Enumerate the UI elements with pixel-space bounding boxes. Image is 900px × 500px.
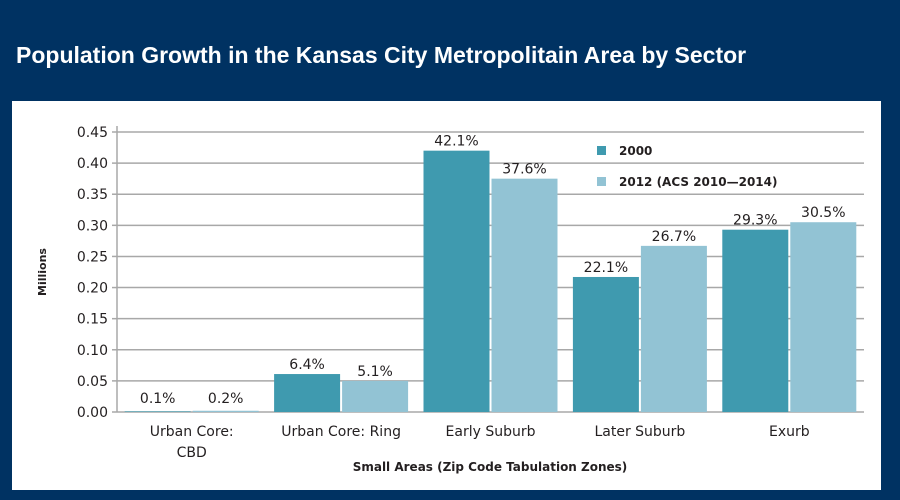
chart-title: Population Growth in the Kansas City Met… (16, 42, 747, 68)
bar (423, 150, 490, 412)
bar (640, 245, 707, 412)
legend-swatch (597, 146, 606, 155)
y-tick-label: 0.20 (77, 281, 108, 297)
bar (192, 410, 259, 412)
x-tick-label: Early Suburb (446, 424, 536, 440)
data-label: 29.3% (733, 213, 777, 229)
y-tick-label: 0.15 (77, 312, 108, 328)
bar (274, 374, 341, 412)
y-axis-label: Millions (36, 248, 49, 296)
y-tick-label: 0.40 (77, 156, 108, 172)
legend-swatch (597, 177, 606, 186)
x-tick-label: Urban Core: (150, 424, 234, 440)
bar (790, 222, 857, 412)
y-tick-label: 0.00 (77, 405, 108, 421)
data-label: 0.2% (208, 391, 244, 407)
x-tick-label: Exurb (769, 424, 810, 440)
y-tick-label: 0.10 (77, 343, 108, 359)
data-label: 22.1% (584, 260, 628, 276)
y-tick-label: 0.25 (77, 249, 108, 265)
y-tick-label: 0.30 (77, 218, 108, 234)
x-tick-label: CBD (177, 445, 207, 461)
data-label: 26.7% (652, 229, 696, 245)
bar (572, 276, 639, 412)
data-label: 37.6% (502, 162, 546, 178)
data-label: 5.1% (357, 364, 393, 380)
data-label: 6.4% (289, 357, 325, 373)
legend-label: 2000 (619, 144, 652, 158)
y-tick-label: 0.45 (77, 125, 108, 141)
bar (491, 178, 558, 412)
legend-label: 2012 (ACS 2010—2014) (619, 175, 777, 189)
x-tick-label: Later Suburb (594, 424, 685, 440)
bar (722, 229, 789, 412)
y-tick-label: 0.35 (77, 187, 108, 203)
x-axis-label: Small Areas (Zip Code Tabulation Zones) (353, 460, 628, 474)
data-label: 42.1% (434, 134, 478, 150)
y-tick-label: 0.05 (77, 374, 108, 390)
x-tick-label: Urban Core: Ring (281, 424, 401, 440)
data-label: 30.5% (801, 205, 845, 221)
data-label: 0.1% (140, 391, 176, 407)
bar (124, 411, 191, 412)
bar (342, 380, 409, 412)
